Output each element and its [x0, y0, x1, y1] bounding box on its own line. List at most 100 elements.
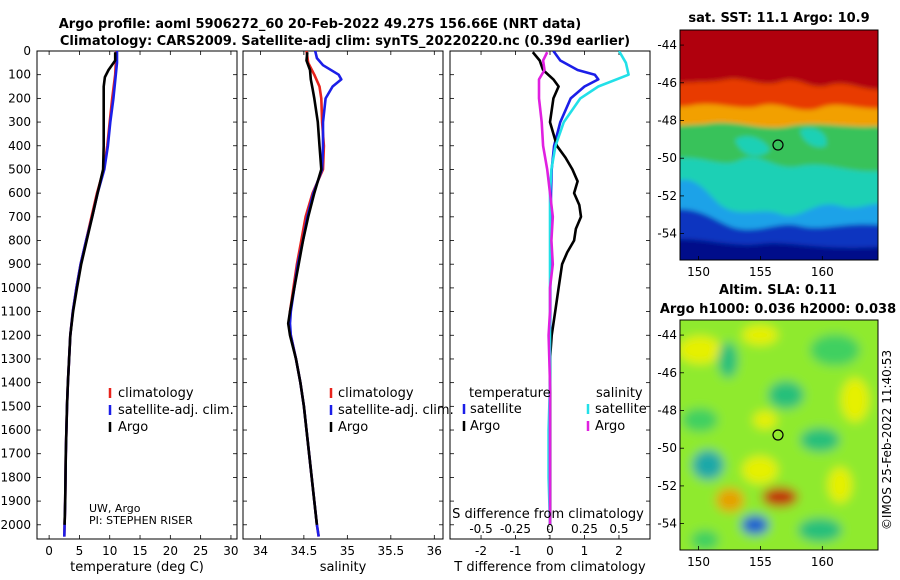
map-x-tick-label: 160 [811, 555, 834, 569]
x-tick-label: 30 [223, 544, 238, 558]
series-line-argo [286, 52, 323, 525]
map-y-tick-label: -50 [657, 151, 677, 165]
difference-legend: temperature satellite Argo salinity sate… [462, 386, 647, 434]
map-x-tick-label: 150 [687, 555, 710, 569]
depth-tick-label: 800 [8, 234, 31, 248]
sla-map-axes: 150 155 160 -44 -46 -48 -50 -52 -54 [657, 328, 833, 569]
s-diff-tick-label: 0 [546, 522, 554, 536]
map-y-tick-label: -48 [657, 403, 677, 417]
s-diff-tick-label: -0.5 [469, 522, 492, 536]
title-line-2: Climatology: CARS2009. Satellite-adj cli… [60, 34, 630, 49]
sla-field [680, 320, 878, 550]
series-line-t-satellite [548, 51, 600, 525]
salinity-legend: climatology satellite-adj. clim. Argo [329, 386, 454, 435]
depth-axis: 0 100 200 300 400 500 600 700 800 900 1000 1100 1200… [0, 44, 650, 532]
x-tick-label: 1 [581, 544, 589, 558]
depth-tick-label: 1000 [0, 281, 31, 295]
temperature-xlabel: temperature (deg C) [70, 560, 204, 575]
x-tick-label: 10 [102, 544, 117, 558]
map-y-tick-label: -44 [657, 38, 677, 52]
depth-tick-label: 200 [8, 91, 31, 105]
difference-top-label: S difference from climatology [452, 507, 644, 522]
x-tick-label: 35.5 [377, 544, 404, 558]
sla-argo-marker [772, 429, 784, 441]
x-tick-label: 25 [193, 544, 208, 558]
series-line-satellite-adj-clim- [63, 51, 119, 537]
salinity-series [286, 51, 343, 537]
legend-label-argo: Argo [338, 420, 368, 435]
map-x-tick-label: 150 [687, 265, 710, 279]
salinity-panel-frame [242, 50, 444, 540]
timestamp: ©IMOS 25-Feb-2022 11:40:53 [880, 350, 894, 530]
map-x-tick-label: 155 [749, 265, 772, 279]
map-y-tick-label: -52 [657, 479, 677, 493]
sla-map-frame [679, 319, 879, 551]
map-y-tick-label: -46 [657, 76, 677, 90]
s-diff-tick-label: 0.25 [571, 522, 598, 536]
legend-label-climatology: climatology [118, 386, 194, 401]
depth-tick-label: 1300 [0, 352, 31, 366]
depth-tick-label: 900 [8, 257, 31, 271]
x-tick-label: 5 [76, 544, 84, 558]
x-tick-label: 0 [546, 544, 554, 558]
legend-label-s-satellite: satellite [595, 402, 647, 417]
depth-tick-label: 400 [8, 139, 31, 153]
salinity-x-axis: 34 34.5 35 35.5 36 [253, 51, 442, 558]
sst-argo-marker [772, 139, 784, 151]
x-tick-label: 15 [132, 544, 147, 558]
series-line-climatology [63, 51, 118, 537]
x-tick-label: 34 [253, 544, 268, 558]
depth-tick-label: 1400 [0, 376, 31, 390]
map-y-tick-label: -54 [657, 517, 677, 531]
sst-map-axes: 150 155 160 -44 -46 -48 -50 -52 -54 [657, 38, 833, 279]
sla-map-title-2: Argo h1000: 0.036 h2000: 0.038 [660, 302, 896, 317]
series-line-satellite-adj-clim- [288, 51, 343, 537]
temperature-series [63, 51, 119, 537]
legend-title-temperature: temperature [469, 386, 551, 401]
map-y-tick-label: -48 [657, 113, 677, 127]
depth-tick-label: 1800 [0, 470, 31, 484]
legend-title-salinity: salinity [596, 386, 643, 401]
depth-tick-label: 500 [8, 162, 31, 176]
temperature-x-axis: 0 5 10 15 20 25 30 [45, 51, 239, 558]
legend-label-argo: Argo [118, 420, 148, 435]
map-y-tick-label: -52 [657, 189, 677, 203]
credit-line-2: PI: STEPHEN RISER [89, 514, 193, 527]
legend-label-satellite: satellite-adj. clim. [118, 403, 234, 418]
depth-tick-label: 300 [8, 115, 31, 129]
depth-tick-label: 100 [8, 68, 31, 82]
legend-label-t-satellite: satellite [470, 402, 522, 417]
depth-tick-label: 1900 [0, 494, 31, 508]
sst-map [680, 30, 878, 260]
difference-xlabel: T difference from climatology [453, 560, 646, 575]
difference-series [531, 51, 630, 525]
depth-tick-label: 1100 [0, 305, 31, 319]
x-tick-label: -2 [475, 544, 487, 558]
sst-map-title: sat. SST: 11.1 Argo: 10.9 [688, 11, 869, 26]
depth-tick-label: 1500 [0, 399, 31, 413]
depth-tick-label: 2000 [0, 518, 31, 532]
depth-tick-label: 1700 [0, 447, 31, 461]
series-line-argo [63, 52, 117, 525]
map-y-tick-label: -44 [657, 328, 677, 342]
x-tick-label: 0 [45, 544, 53, 558]
s-diff-tick-label: 0.5 [609, 522, 628, 536]
title-line-1: Argo profile: aoml 5906272_60 20-Feb-202… [59, 17, 581, 32]
map-y-tick-label: -46 [657, 366, 677, 380]
legend-label-t-argo: Argo [470, 419, 500, 434]
salinity-difference-ticks: -0.5 -0.25 0 0.25 0.5 [469, 522, 628, 536]
temperature-panel-frame [36, 50, 238, 540]
depth-tick-label: 1600 [0, 423, 31, 437]
map-y-tick-label: -54 [657, 227, 677, 241]
credit-line-1: UW, Argo [89, 502, 141, 515]
x-tick-label: 36 [427, 544, 442, 558]
series-line-s-argo [537, 51, 555, 525]
map-x-tick-label: 155 [749, 555, 772, 569]
legend-label-satellite: satellite-adj. clim. [338, 403, 454, 418]
depth-tick-label: 1200 [0, 328, 31, 342]
x-tick-label: 34.5 [291, 544, 318, 558]
x-tick-label: 35 [340, 544, 355, 558]
legend-label-climatology: climatology [338, 386, 414, 401]
sst-field [680, 30, 878, 260]
salinity-xlabel: salinity [320, 560, 367, 575]
